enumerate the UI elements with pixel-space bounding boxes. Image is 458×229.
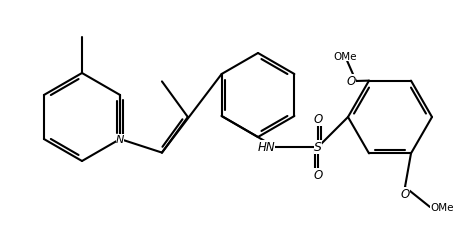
Text: O: O — [400, 187, 409, 200]
Text: S: S — [314, 141, 322, 154]
Text: O: O — [347, 75, 356, 88]
Text: OMe: OMe — [333, 52, 357, 62]
Text: OMe: OMe — [430, 202, 453, 212]
Text: O: O — [313, 169, 322, 182]
Text: HN: HN — [257, 141, 275, 154]
Text: N: N — [116, 134, 124, 144]
Text: O: O — [313, 113, 322, 126]
